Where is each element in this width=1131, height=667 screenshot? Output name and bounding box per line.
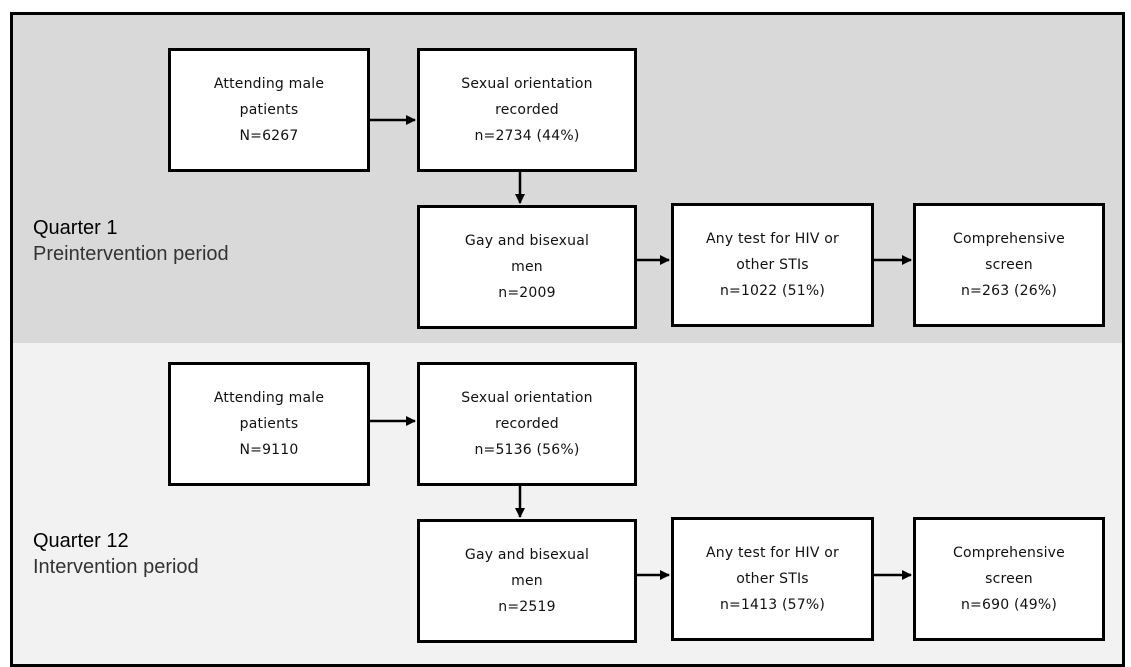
- q1-gbm-box: Gay and bisexual men n=2009: [417, 205, 637, 329]
- box-line: Gay and bisexual: [464, 547, 590, 563]
- box-line: N=6267: [239, 128, 299, 144]
- period-label: Intervention period: [33, 556, 199, 578]
- box-line: recorded: [495, 102, 559, 118]
- box-line: n=2734 (44%): [474, 128, 580, 144]
- box-line: Gay and bisexual: [464, 233, 590, 249]
- q1-orientation-box: Sexual orientation recorded n=2734 (44%): [417, 48, 637, 172]
- q12-gbm-box: Gay and bisexual men n=2519: [417, 519, 637, 643]
- box-line: Comprehensive: [953, 231, 1065, 247]
- box-line: N=9110: [239, 442, 299, 458]
- box-line: screen: [985, 571, 1033, 587]
- box-line: patients: [239, 416, 299, 432]
- q12-attending-box: Attending male patients N=9110: [168, 362, 370, 486]
- connector-arrows: [370, 115, 912, 580]
- q1-label: Quarter 1 Preintervention period: [33, 215, 229, 267]
- flow-diagram: Attending male patients N=6267 Sexual or…: [10, 12, 1125, 667]
- box-line: n=1413 (57%): [719, 597, 826, 613]
- box-line: men: [511, 573, 543, 589]
- box-line: other STIs: [736, 571, 809, 587]
- box-line: men: [511, 259, 543, 275]
- box-line: Comprehensive: [953, 545, 1065, 561]
- quarter-12-panel: Attending male patients N=9110 Sexual or…: [13, 343, 1122, 664]
- box-line: Any test for HIV or: [705, 231, 840, 247]
- quarter-title: Quarter 1: [33, 217, 118, 239]
- q12-any-test-box: Any test for HIV or other STIs n=1413 (5…: [671, 517, 874, 641]
- q12-label: Quarter 12 Intervention period: [33, 528, 199, 580]
- box-line: Sexual orientation: [461, 76, 593, 92]
- q12-comprehensive-box: Comprehensive screen n=690 (49%): [913, 517, 1105, 641]
- q1-any-test-box: Any test for HIV or other STIs n=1022 (5…: [671, 203, 874, 327]
- quarter-title: Quarter 12: [33, 530, 129, 552]
- box-line: Attending male: [213, 390, 325, 406]
- box-line: Sexual orientation: [461, 390, 593, 406]
- box-line: n=2519: [498, 599, 556, 615]
- box-line: n=2009: [498, 285, 556, 301]
- box-line: n=1022 (51%): [719, 283, 826, 299]
- period-label: Preintervention period: [33, 243, 229, 265]
- box-line: Any test for HIV or: [705, 545, 840, 561]
- box-line: Attending male: [213, 76, 325, 92]
- box-line: recorded: [495, 416, 559, 432]
- box-line: n=263 (26%): [960, 283, 1058, 299]
- box-line: other STIs: [736, 257, 809, 273]
- box-line: n=5136 (56%): [474, 442, 580, 458]
- q1-attending-box: Attending male patients N=6267: [168, 48, 370, 172]
- box-line: screen: [985, 257, 1033, 273]
- q12-orientation-box: Sexual orientation recorded n=5136 (56%): [417, 362, 637, 486]
- q1-comprehensive-box: Comprehensive screen n=263 (26%): [913, 203, 1105, 327]
- box-line: patients: [239, 102, 299, 118]
- quarter-1-panel: Attending male patients N=6267 Sexual or…: [13, 15, 1122, 343]
- box-line: n=690 (49%): [960, 597, 1058, 613]
